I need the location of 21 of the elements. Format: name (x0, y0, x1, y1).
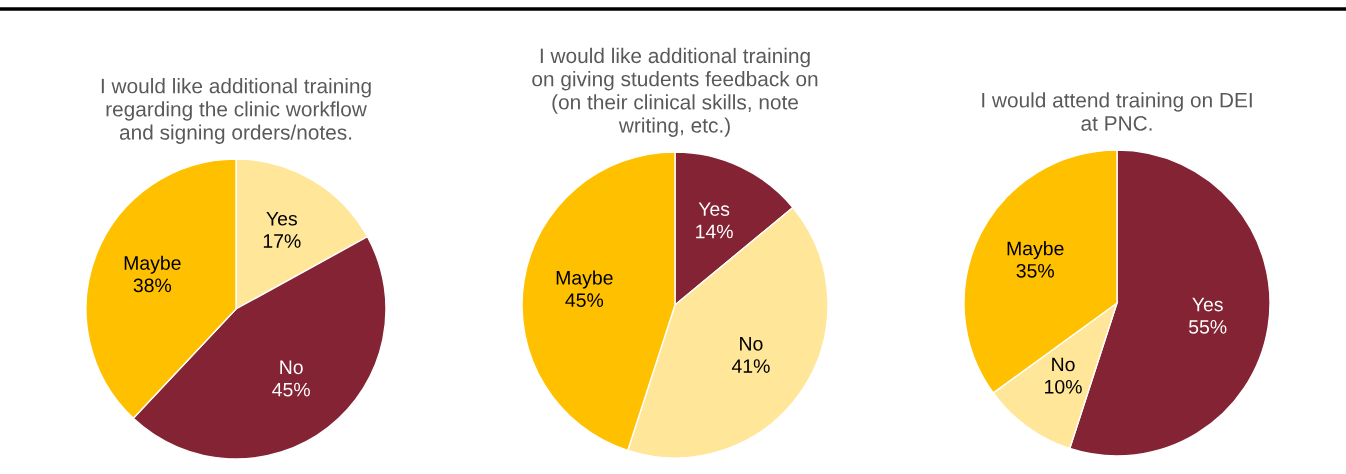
slice-label: Yes (698, 202, 730, 216)
data-label: 17% (263, 234, 301, 248)
data-label: 45% (565, 293, 604, 308)
slice-label: Yes (266, 212, 297, 226)
slice-label: No (740, 337, 763, 351)
chart-title: I would like additional training on giving students feedback on (on their clinical skills, note writing, etc.) (532, 47, 818, 137)
data-label: 35% (1016, 263, 1054, 278)
data-label: 45% (272, 382, 310, 397)
slice-label: No (1052, 357, 1075, 372)
data-label: 55% (1188, 320, 1227, 334)
data-label: 10% (1045, 379, 1082, 394)
slice-label: Maybe (556, 270, 613, 289)
slice-label: No (280, 360, 303, 375)
chart-title: I would attend training on DEI at PNC. (982, 92, 1252, 131)
data-label: 41% (731, 359, 770, 373)
data-label: 38% (133, 278, 172, 293)
chart-title: I would like additional training regarding the clinic workflow and signing orders/notes. (101, 78, 371, 144)
slice-label: Yes (1192, 297, 1223, 312)
slice-label: Maybe (1007, 241, 1064, 260)
data-label: 14% (696, 224, 733, 239)
slice-label: Maybe (124, 255, 181, 274)
